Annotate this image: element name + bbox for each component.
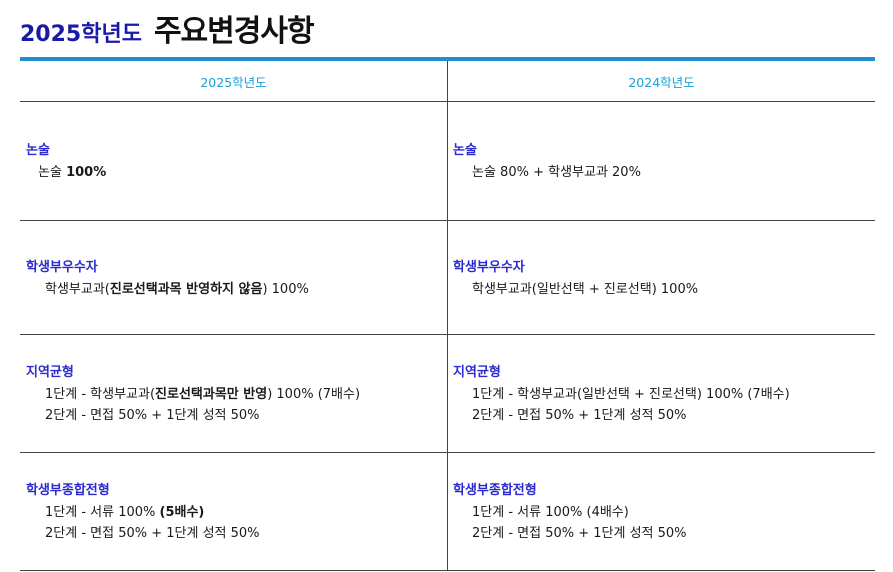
detail-line: 학생부교과(일반선택 + 진로선택) 100%	[453, 279, 875, 300]
detail-text-bold: (5배수)	[159, 505, 205, 520]
table-row: 학생부우수자 학생부교과(진로선택과목 반영하지 않음) 100% 학생부우수자 학생…	[20, 220, 875, 335]
detail-text: 학생부교과(	[45, 281, 110, 297]
detail-text: 2단계 - 면접 50% + 1단계 성적 50%	[45, 526, 260, 541]
detail-text: 학생부교과(일반선택 + 진로선택) 100%	[472, 281, 699, 297]
table-cell-2025: 지역균형 1단계 - 학생부교과(진로선택과목만 반영) 100% (7배수) 2단…	[20, 334, 448, 453]
category-label: 지역균형	[453, 365, 501, 380]
column-header-2025: 2025학년도	[20, 61, 448, 102]
table-row: 학생부종합전형 1단계 - 서류 100% (5배수) 2단계 - 면접 50% +…	[20, 452, 875, 571]
table-cell-2024: 지역균형 1단계 - 학생부교과(일반선택 + 진로선택) 100% (7배수) 2…	[447, 334, 875, 453]
detail-text: ) 100% (7배수)	[267, 387, 361, 402]
detail-text-bold: 진로선택과목만 반영	[155, 387, 268, 402]
detail-text: 2단계 - 면접 50% + 1단계 성적 50%	[472, 408, 687, 423]
detail-line: 2단계 - 면접 50% + 1단계 성적 50%	[453, 523, 875, 544]
title-year: 2025학년도	[20, 22, 142, 47]
category-label: 학생부종합전형	[453, 483, 537, 498]
category-label: 지역균형	[26, 365, 74, 380]
detail-text: 2단계 - 면접 50% + 1단계 성적 50%	[472, 526, 687, 541]
detail-line: 2단계 - 면접 50% + 1단계 성적 50%	[26, 405, 447, 426]
detail-line: 2단계 - 면접 50% + 1단계 성적 50%	[26, 523, 447, 544]
category-label: 학생부우수자	[453, 259, 525, 275]
category-label: 논술	[453, 143, 477, 158]
detail-text: 1단계 - 서류 100%	[45, 505, 160, 520]
detail-line: 학생부교과(진로선택과목 반영하지 않음) 100%	[26, 279, 447, 300]
category-label: 학생부우수자	[26, 259, 98, 275]
detail-text: ) 100%	[262, 281, 309, 297]
category-label: 논술	[26, 143, 50, 158]
detail-text: 논술 80% + 학생부교과 20%	[472, 165, 641, 180]
detail-text: 1단계 - 학생부교과(일반선택 + 진로선택) 100% (7배수)	[472, 387, 790, 402]
detail-line: 1단계 - 서류 100% (5배수)	[26, 502, 447, 523]
table-row: 지역균형 1단계 - 학생부교과(진로선택과목만 반영) 100% (7배수) 2단…	[20, 334, 875, 453]
detail-line: 1단계 - 학생부교과(일반선택 + 진로선택) 100% (7배수)	[453, 384, 875, 405]
comparison-table: 2025학년도 2024학년도 논술 논술 100% 논술 논술 80% + 학생부교…	[20, 61, 875, 571]
detail-text: 2단계 - 면접 50% + 1단계 성적 50%	[45, 408, 260, 423]
detail-text: 1단계 - 서류 100% (4배수)	[472, 505, 629, 520]
detail-line: 논술 100%	[26, 162, 447, 183]
detail-text: 1단계 - 학생부교과(	[45, 387, 156, 402]
detail-line: 논술 80% + 학생부교과 20%	[453, 162, 875, 183]
table-cell-2025: 학생부종합전형 1단계 - 서류 100% (5배수) 2단계 - 면접 50% +…	[20, 452, 448, 571]
page-title: 2025학년도 주요변경사항	[20, 6, 315, 49]
detail-line: 1단계 - 서류 100% (4배수)	[453, 502, 875, 523]
column-header-2024: 2024학년도	[447, 61, 875, 102]
table-cell-2024: 학생부종합전형 1단계 - 서류 100% (4배수) 2단계 - 면접 50% +…	[447, 452, 875, 571]
table-row: 논술 논술 100% 논술 논술 80% + 학생부교과 20%	[20, 101, 875, 221]
detail-text-bold: 100%	[66, 165, 107, 180]
top-divider-bar	[20, 57, 875, 61]
detail-line: 1단계 - 학생부교과(진로선택과목만 반영) 100% (7배수)	[26, 384, 447, 405]
detail-text: 논술	[38, 165, 67, 180]
detail-text-bold: 진로선택과목 반영하지 않음	[109, 281, 263, 297]
table-cell-2025: 논술 논술 100%	[20, 101, 448, 221]
title-main: 주요변경사항	[153, 14, 315, 49]
table-header-row: 2025학년도 2024학년도	[20, 61, 875, 102]
detail-line: 2단계 - 면접 50% + 1단계 성적 50%	[453, 405, 875, 426]
table-body: 논술 논술 100% 논술 논술 80% + 학생부교과 20% 학생부우수자 학생부교과…	[20, 101, 875, 571]
category-label: 학생부종합전형	[26, 483, 110, 498]
